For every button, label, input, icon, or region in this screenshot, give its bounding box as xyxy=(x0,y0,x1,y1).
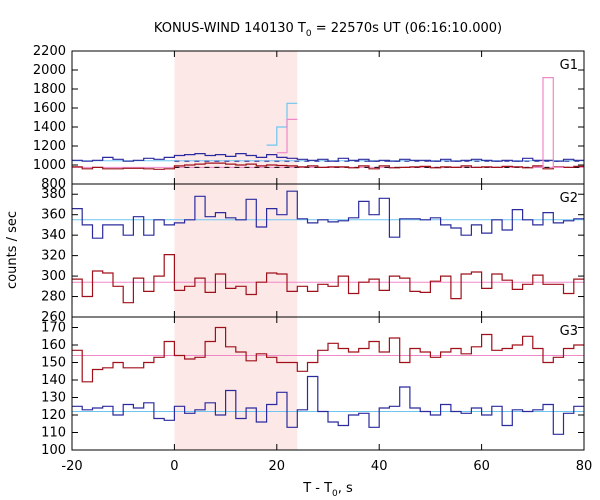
y-tick-label: 360 xyxy=(41,208,66,223)
y-tick-label: 1400 xyxy=(33,120,66,135)
panel-frame xyxy=(71,50,585,185)
series-red-step xyxy=(72,326,584,383)
y-tick-label: 2000 xyxy=(33,63,66,78)
panel-label: G2 xyxy=(560,191,578,206)
panel-frame xyxy=(71,316,585,451)
y-tick-label: 140 xyxy=(41,373,66,388)
panel-g1: 800 1000 1200 1400 1600 1800 2000 2200 G1 xyxy=(33,44,585,192)
panel-label: G1 xyxy=(560,58,578,73)
series-blue-step xyxy=(72,190,584,239)
y-tick-label: 170 xyxy=(41,321,66,336)
y-tick-label: 320 xyxy=(41,249,66,264)
series-red-step xyxy=(72,254,584,304)
y-tick-label: 2200 xyxy=(33,44,66,59)
y-tick-label: 300 xyxy=(41,269,66,284)
x-tick-label: -20 xyxy=(61,459,82,474)
y-tick-label: 260 xyxy=(41,310,66,325)
series-pink-step xyxy=(276,118,298,154)
y-tick-label: 1000 xyxy=(33,158,66,173)
y-tick-label: 130 xyxy=(41,391,66,406)
x-tick-label: 0 xyxy=(170,459,178,474)
series-blue-step xyxy=(72,153,584,162)
y-tick-label: 110 xyxy=(41,426,66,441)
y-tick-label: 1800 xyxy=(33,82,66,97)
x-axis-title: T - T0, s xyxy=(302,481,353,499)
y-axis-title: counts / sec xyxy=(5,211,20,289)
x-tick-label: 80 xyxy=(576,459,593,474)
series-blue-step xyxy=(72,375,584,435)
y-tick-label: 100 xyxy=(41,443,66,458)
y-tick-label: 340 xyxy=(41,228,66,243)
y-tick-label: 160 xyxy=(41,338,66,353)
series-red-step xyxy=(72,162,584,170)
x-tick-label: 40 xyxy=(371,459,388,474)
y-tick-label: 1600 xyxy=(33,101,66,116)
panel-label: G3 xyxy=(560,324,578,339)
highlight-interval xyxy=(174,51,298,450)
series-light_blue-step xyxy=(266,102,298,146)
x-tick-label: 60 xyxy=(473,459,490,474)
y-tick-label: 120 xyxy=(41,408,66,423)
y-tick-label: 150 xyxy=(41,356,66,371)
chart-title: KONUS-WIND 140130 T0 = 22570s UT (06:16:… xyxy=(154,21,502,39)
panel-g2: 260 280 300 320 340 360 380 G2 xyxy=(41,183,585,325)
x-tick-label: 20 xyxy=(269,459,286,474)
panel-g3: 100 110 120 130 140 150 160 170 G3 xyxy=(41,316,585,458)
panels-group: 8001000120014001600180020002200G12602803… xyxy=(33,44,592,474)
y-tick-label: 280 xyxy=(41,290,66,305)
y-tick-label: 1200 xyxy=(33,139,66,154)
panel-frame xyxy=(71,183,585,318)
y-tick-label: 800 xyxy=(41,177,66,192)
y-tick-label: 380 xyxy=(41,187,66,202)
series-pink-step xyxy=(532,77,564,168)
